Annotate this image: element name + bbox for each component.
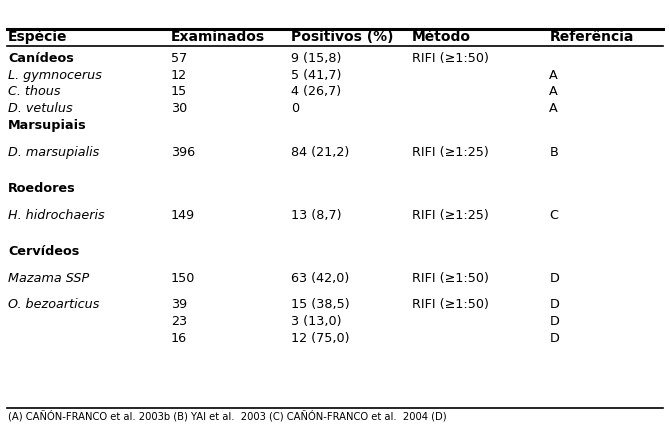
Text: Cervídeos: Cervídeos	[8, 245, 79, 258]
Text: Referência: Referência	[549, 30, 634, 44]
Text: L. gymnocerus: L. gymnocerus	[8, 69, 102, 81]
Text: 0: 0	[291, 103, 299, 115]
Text: RIFI (≥1:50): RIFI (≥1:50)	[412, 51, 489, 65]
Text: D. vetulus: D. vetulus	[8, 103, 72, 115]
Text: (A) CAÑÓN-FRANCO et al. 2003b (B) YAI et al.  2003 (C) CAÑÓN-FRANCO et al.  2004: (A) CAÑÓN-FRANCO et al. 2003b (B) YAI et…	[8, 411, 447, 422]
Text: 30: 30	[171, 103, 187, 115]
Text: Mazama SSP: Mazama SSP	[8, 272, 89, 285]
Text: A: A	[549, 69, 558, 81]
Text: O. bezoarticus: O. bezoarticus	[8, 298, 99, 312]
Text: C: C	[549, 209, 558, 222]
Text: D: D	[549, 315, 559, 328]
Text: 84 (21,2): 84 (21,2)	[291, 146, 350, 159]
Text: H. hidrochaeris: H. hidrochaeris	[8, 209, 105, 222]
Text: 16: 16	[171, 332, 187, 345]
Text: Espécie: Espécie	[8, 30, 68, 44]
Text: D: D	[549, 332, 559, 345]
Text: 9 (15,8): 9 (15,8)	[291, 51, 342, 65]
Text: 4 (26,7): 4 (26,7)	[291, 85, 342, 99]
Text: RIFI (≥1:50): RIFI (≥1:50)	[412, 298, 489, 312]
Text: Marsupiais: Marsupiais	[8, 119, 86, 132]
Text: B: B	[549, 146, 558, 159]
Text: 396: 396	[171, 146, 195, 159]
Text: C. thous: C. thous	[8, 85, 60, 99]
Text: Examinados: Examinados	[171, 30, 265, 44]
Text: 149: 149	[171, 209, 195, 222]
Text: 57: 57	[171, 51, 187, 65]
Text: Método: Método	[412, 30, 471, 44]
Text: A: A	[549, 85, 558, 99]
Text: Canídeos: Canídeos	[8, 51, 74, 65]
Text: D: D	[549, 272, 559, 285]
Text: 15 (38,5): 15 (38,5)	[291, 298, 350, 312]
Text: 5 (41,7): 5 (41,7)	[291, 69, 342, 81]
Text: 12 (75,0): 12 (75,0)	[291, 332, 350, 345]
Text: RIFI (≥1:25): RIFI (≥1:25)	[412, 209, 489, 222]
Text: RIFI (≥1:25): RIFI (≥1:25)	[412, 146, 489, 159]
Text: 39: 39	[171, 298, 187, 312]
Text: 3 (13,0): 3 (13,0)	[291, 315, 342, 328]
Text: A: A	[549, 103, 558, 115]
Text: 13 (8,7): 13 (8,7)	[291, 209, 342, 222]
Text: Roedores: Roedores	[8, 182, 76, 195]
Text: RIFI (≥1:50): RIFI (≥1:50)	[412, 272, 489, 285]
Text: D: D	[549, 298, 559, 312]
Text: Positivos (%): Positivos (%)	[291, 30, 394, 44]
Text: 63 (42,0): 63 (42,0)	[291, 272, 350, 285]
Text: D. marsupialis: D. marsupialis	[8, 146, 99, 159]
Text: 15: 15	[171, 85, 187, 99]
Text: 12: 12	[171, 69, 187, 81]
Text: 23: 23	[171, 315, 187, 328]
Text: 150: 150	[171, 272, 195, 285]
